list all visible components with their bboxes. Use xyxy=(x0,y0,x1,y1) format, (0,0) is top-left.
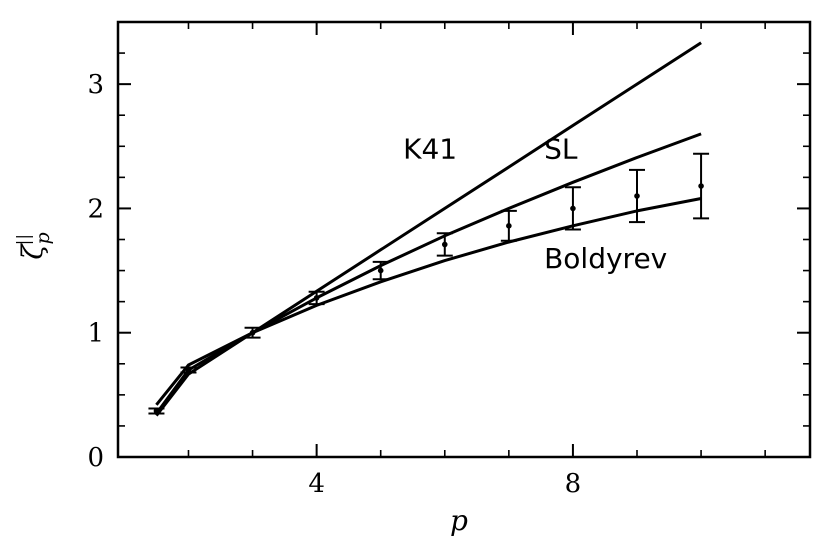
ticks-layer: 4 8 0 1 2 3 xyxy=(87,22,810,499)
error-bar xyxy=(308,290,325,306)
y-tick-label: 1 xyxy=(87,319,104,349)
data-point xyxy=(377,267,384,274)
frame-layer xyxy=(116,20,812,459)
error-bar xyxy=(629,168,645,224)
data-point xyxy=(249,329,256,336)
error-bar xyxy=(564,186,581,231)
series-line-sl xyxy=(155,132,702,415)
data-point xyxy=(698,183,704,189)
series-layer xyxy=(155,41,702,417)
y-axis-label: ζ xyxy=(16,243,49,260)
data-point xyxy=(634,193,640,199)
plot-frame xyxy=(116,20,812,459)
errorbar-layer xyxy=(148,152,710,415)
data-point xyxy=(441,241,448,248)
labels-layer: K41 SL Boldyrev xyxy=(403,133,667,275)
data-point xyxy=(185,367,192,373)
x-tick-label: 8 xyxy=(565,469,582,499)
error-bar xyxy=(436,232,453,257)
data-point xyxy=(506,223,512,229)
y-tick-label: 0 xyxy=(87,443,104,473)
y-tick-label: 3 xyxy=(87,70,104,100)
data-point xyxy=(570,205,576,212)
y-tick-label: 2 xyxy=(87,194,104,224)
x-axis-label: p xyxy=(450,504,468,537)
series-label-boldyrev: Boldyrev xyxy=(544,242,667,275)
error-bar xyxy=(500,209,517,242)
series-label-sl: SL xyxy=(544,133,578,166)
y-axis-label-superscript: || xyxy=(14,234,34,245)
data-point xyxy=(313,295,320,301)
error-bar xyxy=(244,326,261,339)
error-bar xyxy=(372,260,389,281)
y-axis-label-group: ζp|| xyxy=(14,232,54,259)
series-line-k41 xyxy=(155,41,702,417)
x-tick-label: 4 xyxy=(308,469,325,499)
series-line-boldyrev xyxy=(155,197,702,406)
error-bar xyxy=(148,407,165,415)
error-bar xyxy=(180,366,197,374)
series-label-k41: K41 xyxy=(403,133,457,166)
data-point xyxy=(153,408,160,414)
svg-text:ζp||: ζp|| xyxy=(14,232,54,259)
y-axis-label-subscript: p xyxy=(32,232,54,244)
error-bar xyxy=(693,152,710,220)
